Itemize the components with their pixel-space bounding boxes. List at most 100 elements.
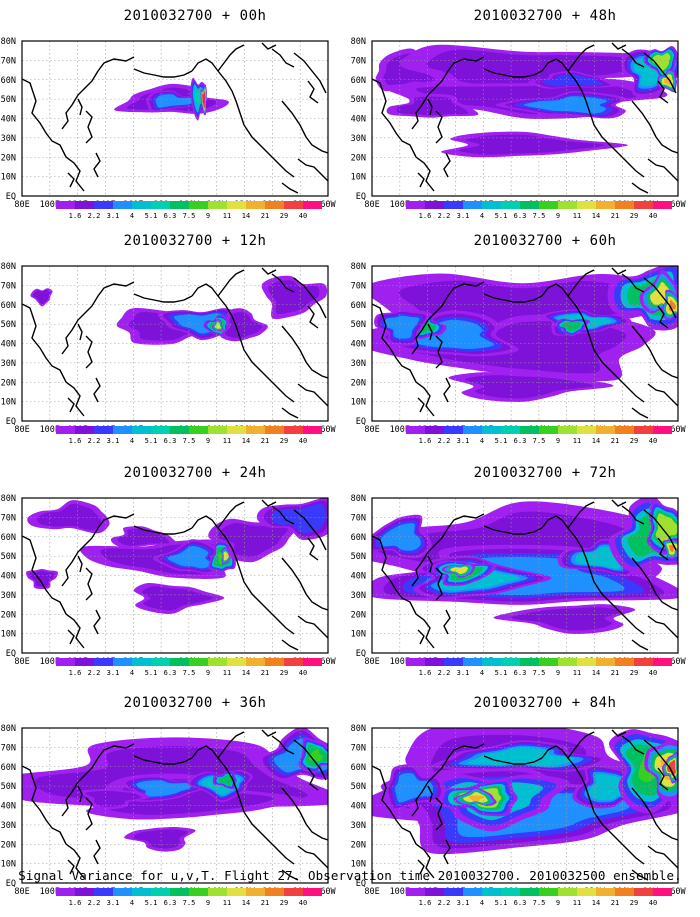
variance-contour <box>216 323 221 329</box>
colorbar-swatch <box>170 426 189 434</box>
colorbar-swatch <box>189 658 208 666</box>
lon-label: 100E <box>40 200 60 210</box>
colorbar-swatch <box>425 658 444 666</box>
colorbar-swatch <box>425 888 444 896</box>
lat-label: 60N <box>1 763 16 773</box>
coastline <box>77 98 83 116</box>
coastline <box>631 787 678 841</box>
lat-label: 50N <box>351 782 366 792</box>
colorbar-label: 3.1 <box>107 669 120 677</box>
colorbar-label: 4 <box>130 669 134 677</box>
colorbar-label: 11 <box>223 212 231 220</box>
colorbar-swatch <box>520 888 539 896</box>
coastline <box>483 755 543 765</box>
variance-contour <box>491 752 558 763</box>
colorbar-label: 2.2 <box>438 899 451 907</box>
lat-label: 30N <box>351 359 366 369</box>
colorbar-label: 9 <box>206 899 210 907</box>
variance-contour <box>223 553 228 560</box>
colorbar-swatch <box>653 201 672 209</box>
coastline <box>427 555 433 573</box>
map-panel: 2010032700 + 84h 80N 70N 60N 50N 40N 30N 20N 10N… <box>351 692 700 917</box>
colorbar-swatch <box>482 201 501 209</box>
colorbar-swatch <box>653 658 672 666</box>
colorbar-label: 1.6 <box>419 899 432 907</box>
coastline <box>435 797 443 831</box>
panel-title: 2010032700 + 00h <box>123 8 267 24</box>
colorbar-swatch <box>615 888 634 896</box>
lat-label: EQ <box>6 879 16 889</box>
coastline <box>417 629 425 645</box>
lat-label: 70N <box>351 281 366 291</box>
colorbar-swatch <box>227 888 246 896</box>
coastline <box>281 100 328 154</box>
coastline <box>631 869 649 881</box>
lat-label: EQ <box>356 192 366 202</box>
lon-label: 100E <box>390 887 410 897</box>
lon-label: 80E <box>14 200 29 210</box>
coastline <box>217 731 245 759</box>
colorbar-label: 40 <box>299 899 307 907</box>
colorbar-swatch <box>56 888 75 896</box>
coastline <box>293 277 327 319</box>
colorbar-label: 3.1 <box>107 212 120 220</box>
coastline <box>541 515 645 635</box>
colorbar-label: 7.5 <box>533 437 546 445</box>
coastline <box>307 305 319 329</box>
lat-label: 50N <box>1 552 16 562</box>
lat-label: 40N <box>1 572 16 582</box>
coastline <box>427 98 433 116</box>
colorbar-label: 2.2 <box>88 899 101 907</box>
coastline <box>611 42 627 50</box>
lat-label: 40N <box>1 340 16 350</box>
coastline <box>271 505 295 525</box>
lat-label: 60N <box>351 301 366 311</box>
coastline <box>631 557 678 611</box>
coastline <box>631 407 649 419</box>
colorbar-swatch <box>303 658 322 666</box>
variance-contour <box>102 793 124 803</box>
variance-contour <box>468 795 484 802</box>
colorbar-swatch <box>151 201 170 209</box>
colorbar-swatch <box>56 201 75 209</box>
colorbar-swatch <box>577 426 596 434</box>
colorbar-swatch <box>463 201 482 209</box>
colorbar-label: 29 <box>280 437 288 445</box>
colorbar-swatch <box>265 888 284 896</box>
lon-label: 100E <box>390 200 410 210</box>
coastline <box>297 615 328 639</box>
coastline <box>191 745 295 865</box>
variance-contour <box>236 529 268 545</box>
colorbar-label: 29 <box>630 669 638 677</box>
colorbar-swatch <box>615 426 634 434</box>
colorbar-swatch <box>558 658 577 666</box>
lon-label: 100E <box>40 657 60 667</box>
lat-label: 70N <box>1 743 16 753</box>
coastline <box>657 537 669 561</box>
colorbar-swatch <box>303 201 322 209</box>
colorbar-label: 21 <box>611 437 619 445</box>
colorbar-label: 5.1 <box>495 899 508 907</box>
lon-label: 60W <box>670 425 686 435</box>
colorbar-swatch <box>151 658 170 666</box>
colorbar-label: 6.3 <box>164 899 177 907</box>
colorbar-label: 7.5 <box>533 212 546 220</box>
colorbar-label: 11 <box>573 437 581 445</box>
colorbar-label: 7.5 <box>183 437 196 445</box>
lat-label: 80N <box>1 262 16 272</box>
lat-label: 20N <box>351 153 366 163</box>
map-plot: 80N70N60N50N40N30N20N10NEQ80E100E120E140… <box>351 37 687 220</box>
coastline <box>443 377 451 403</box>
colorbar-swatch <box>653 426 672 434</box>
lat-label: 80N <box>351 262 366 272</box>
coastline <box>85 335 93 369</box>
colorbar-swatch <box>151 426 170 434</box>
coastline <box>443 839 451 865</box>
coastline <box>372 303 435 417</box>
coastline <box>133 293 193 303</box>
coastline <box>22 765 85 879</box>
colorbar-swatch <box>75 201 94 209</box>
colorbar-swatch <box>94 201 113 209</box>
colorbar-label: 6.3 <box>514 437 527 445</box>
colorbar-swatch <box>170 888 189 896</box>
